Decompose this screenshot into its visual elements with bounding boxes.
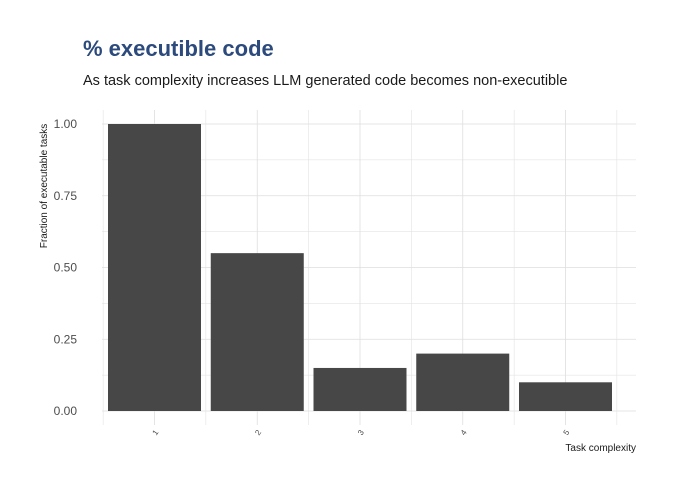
chart-subtitle: As task complexity increases LLM generat… (83, 73, 568, 89)
y-tick-label: 0.25 (54, 332, 78, 346)
x-tick-label: 1 (150, 428, 160, 437)
bar-1 (108, 124, 201, 411)
bar-4 (416, 353, 510, 411)
y-tick-label: 0.50 (54, 261, 78, 275)
y-tick-labels: 0.00 0.25 0.50 0.75 1.00 (54, 117, 78, 418)
x-tick-label: 3 (356, 428, 366, 437)
bar-5 (519, 382, 612, 411)
x-tick-labels: 1 2 3 4 5 (150, 428, 571, 437)
y-tick-label: 1.00 (54, 117, 78, 131)
y-axis-title: Fraction of executable tasks (39, 124, 50, 249)
bar-2 (210, 253, 304, 411)
x-tick-label: 4 (459, 428, 469, 437)
y-tick-label: 0.75 (54, 189, 78, 203)
y-tick-label: 0.00 (54, 404, 78, 418)
x-axis-title: Task complexity (565, 443, 636, 454)
x-tick-label: 5 (561, 428, 571, 437)
bars (108, 124, 612, 411)
chart-title: % executible code (83, 36, 274, 61)
bar-3 (313, 367, 407, 411)
x-tick-label: 2 (253, 428, 263, 437)
